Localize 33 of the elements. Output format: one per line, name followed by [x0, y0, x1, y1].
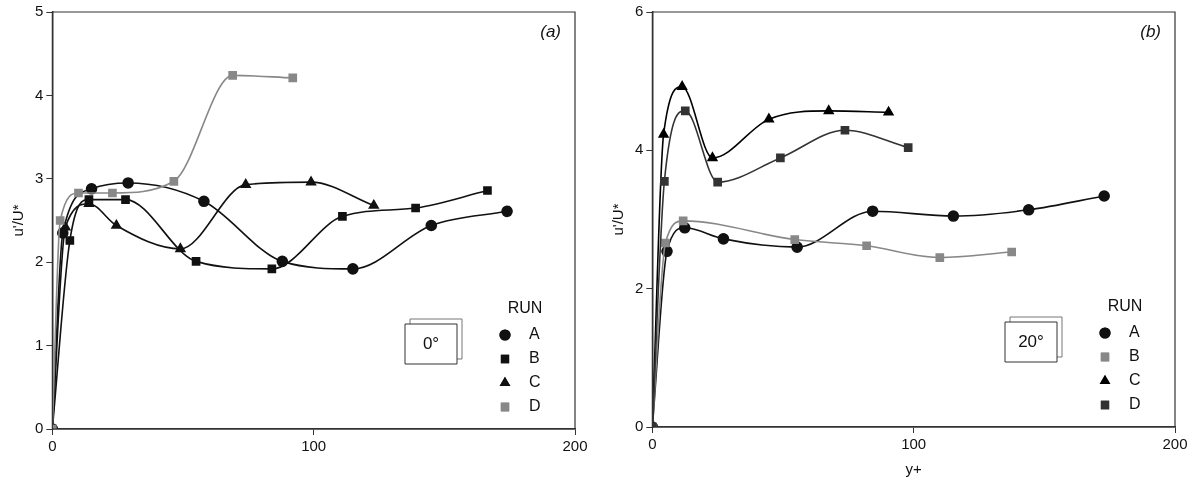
y-tick-label: 5	[35, 2, 44, 20]
x-tick-label: 200	[562, 437, 588, 455]
legend-label: B	[1129, 347, 1140, 365]
y-tick-label: 6	[635, 2, 644, 20]
x-tick-label: 0	[648, 435, 657, 453]
x-tick-label: 100	[301, 437, 327, 455]
x-axis-title: y+	[905, 460, 923, 478]
legend-label: C	[529, 373, 541, 391]
x-tick-label: 200	[1162, 435, 1188, 453]
y-tick-label: 0	[35, 419, 44, 437]
y-tick-label: 4	[635, 140, 644, 158]
y-axis-title: u'/U*	[609, 203, 627, 236]
y-tick-label: 2	[635, 278, 644, 296]
y-tick-label: 2	[35, 252, 44, 270]
legend-title: RUN	[1107, 297, 1143, 315]
legend-label: A	[529, 325, 540, 343]
y-axis-title: u'/U*	[9, 204, 27, 237]
legend-label: D	[529, 397, 541, 415]
legend-label: B	[529, 349, 540, 367]
annotation: 0°	[422, 333, 440, 353]
annotation: (b)	[1140, 22, 1161, 42]
y-tick-label: 1	[35, 335, 44, 353]
annotation: 20°	[1018, 331, 1044, 351]
x-tick-label: 100	[901, 435, 927, 453]
y-tick-label: 3	[35, 168, 44, 186]
legend-label: A	[1129, 323, 1140, 341]
x-tick-label: 0	[48, 437, 57, 455]
y-tick-label: 0	[635, 417, 644, 435]
legend-label: C	[1129, 371, 1141, 389]
annotation: (a)	[540, 22, 561, 42]
legend-title: RUN	[507, 299, 543, 317]
y-tick-label: 4	[35, 85, 44, 103]
legend-label: D	[1129, 395, 1141, 413]
